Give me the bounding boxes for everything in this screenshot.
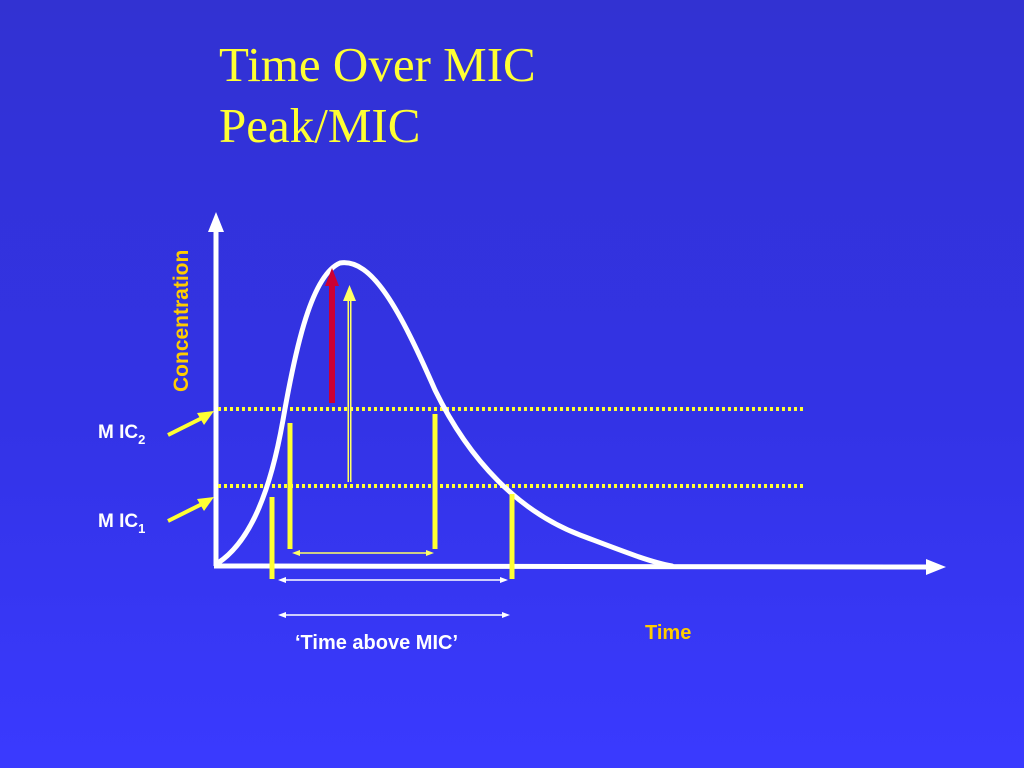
peak-mic-yellow-arrow — [343, 285, 356, 482]
mic1-label-prefix: M IC — [98, 511, 138, 532]
time-above-mic-total-span — [278, 612, 510, 618]
slide-title-line-1: Time Over MIC — [219, 37, 536, 92]
x-axis-arrowhead — [926, 559, 946, 575]
concentration-curve — [215, 260, 675, 569]
x-axis-label: Time — [645, 622, 691, 644]
slide-title-line-2: Peak/MIC — [219, 98, 421, 153]
y-axis-arrowhead — [208, 212, 224, 232]
x-axis — [213, 563, 931, 570]
time-above-mic2-span — [292, 550, 434, 556]
time-above-mic-label: ‘Time above MIC’ — [295, 632, 458, 654]
axes — [208, 212, 946, 575]
mic1-label: M IC1 — [98, 511, 145, 536]
mic2-label-subscript: 2 — [138, 432, 145, 447]
mic2-label: M IC2 — [98, 422, 145, 447]
mic2-pointer-arrow — [167, 411, 214, 437]
y-axis-label: Concentration — [170, 250, 193, 392]
mic1-label-subscript: 1 — [138, 521, 145, 536]
mic1-pointer-arrow — [167, 497, 214, 523]
time-above-mic1-span — [278, 577, 508, 583]
peak-mic-red-arrow — [325, 268, 339, 403]
mic2-label-prefix: M IC — [98, 422, 138, 443]
